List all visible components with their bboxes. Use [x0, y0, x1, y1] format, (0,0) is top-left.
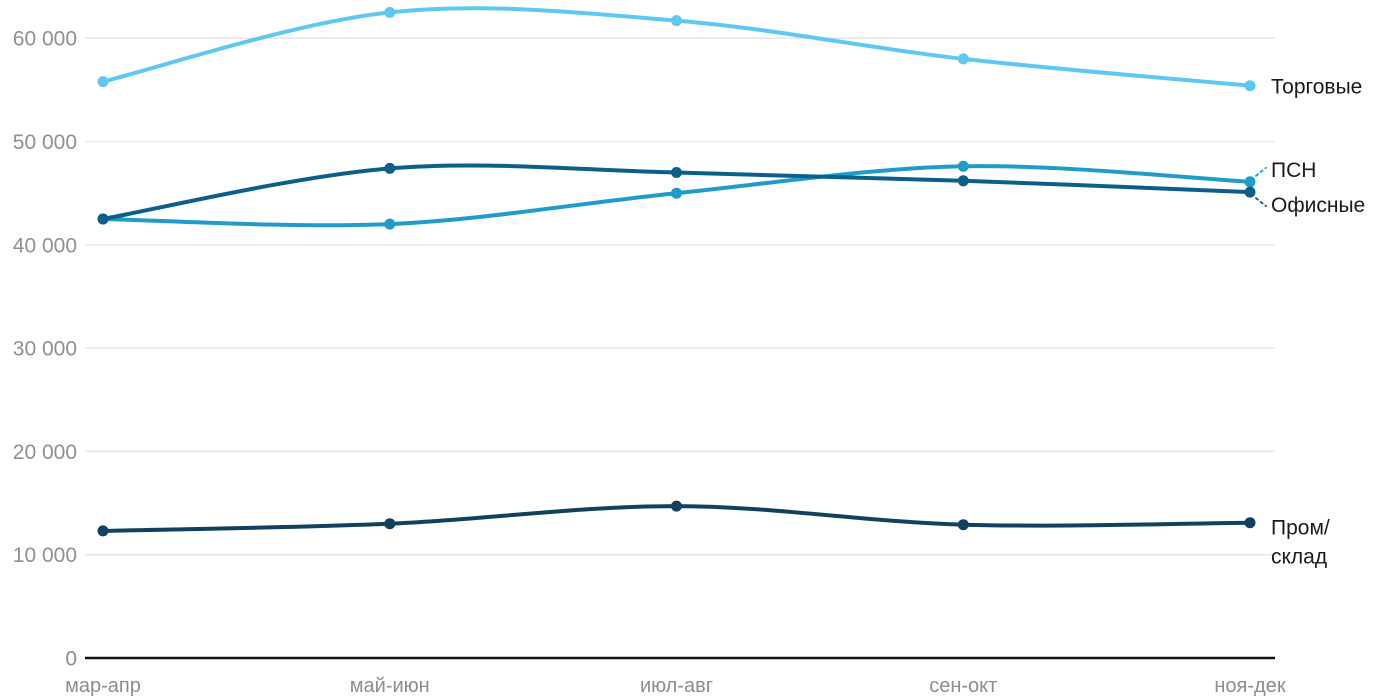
data-point-torgovye[interactable] [671, 15, 682, 27]
data-point-psn[interactable] [1244, 176, 1256, 188]
data-point-psn[interactable] [957, 160, 969, 172]
data-point-torgovye[interactable] [1244, 80, 1256, 92]
y-tick-label: 10 000 [13, 544, 77, 567]
x-tick-label: сен-окт [929, 675, 997, 697]
data-point-ofisnye[interactable] [1244, 186, 1256, 198]
data-point-prom-sklad[interactable] [957, 519, 969, 531]
series-label-line: Пром/ [1271, 517, 1330, 540]
y-tick-label: 30 000 [13, 338, 77, 361]
data-point-torgovye[interactable] [957, 53, 969, 65]
x-tick-label: июл-авг [640, 675, 713, 697]
data-point-prom-sklad[interactable] [671, 500, 682, 512]
series-label-prom-sklad: Пром/склад [1271, 517, 1330, 569]
data-point-ofisnye[interactable] [957, 175, 969, 187]
series-label-line: Торговые [1271, 76, 1362, 99]
x-tick-label: май-июн [350, 675, 430, 697]
data-point-psn[interactable] [671, 187, 682, 199]
data-point-ofisnye[interactable] [671, 167, 682, 178]
y-tick-label: 0 [65, 648, 77, 671]
series-label-torgovye: Торговые [1271, 76, 1362, 99]
y-tick-label: 50 000 [13, 131, 77, 154]
data-point-torgovye[interactable] [384, 6, 396, 18]
series-label-psn: ПСН [1271, 159, 1316, 182]
data-point-prom-sklad[interactable] [1244, 517, 1256, 529]
label-leader-line-psn [1255, 166, 1267, 177]
y-tick-label: 20 000 [13, 441, 77, 464]
data-point-psn[interactable] [384, 218, 396, 230]
series-label-line: склад [1271, 546, 1327, 569]
data-point-prom-sklad[interactable] [97, 525, 109, 537]
x-tick-label: ноя-дек [1214, 675, 1285, 697]
series-label-line: Офисные [1271, 194, 1365, 217]
y-tick-label: 40 000 [13, 234, 77, 257]
data-point-ofisnye[interactable] [384, 162, 396, 174]
y-tick-label: 60 000 [13, 28, 77, 51]
data-point-torgovye[interactable] [97, 76, 109, 88]
series-label-line: ПСН [1271, 159, 1316, 182]
data-point-ofisnye[interactable] [97, 213, 109, 225]
data-point-prom-sklad[interactable] [384, 518, 396, 530]
series-label-ofisnye: Офисные [1271, 194, 1365, 217]
label-leader-line-ofisnye [1255, 197, 1267, 208]
x-tick-label: мар-апр [65, 675, 141, 697]
